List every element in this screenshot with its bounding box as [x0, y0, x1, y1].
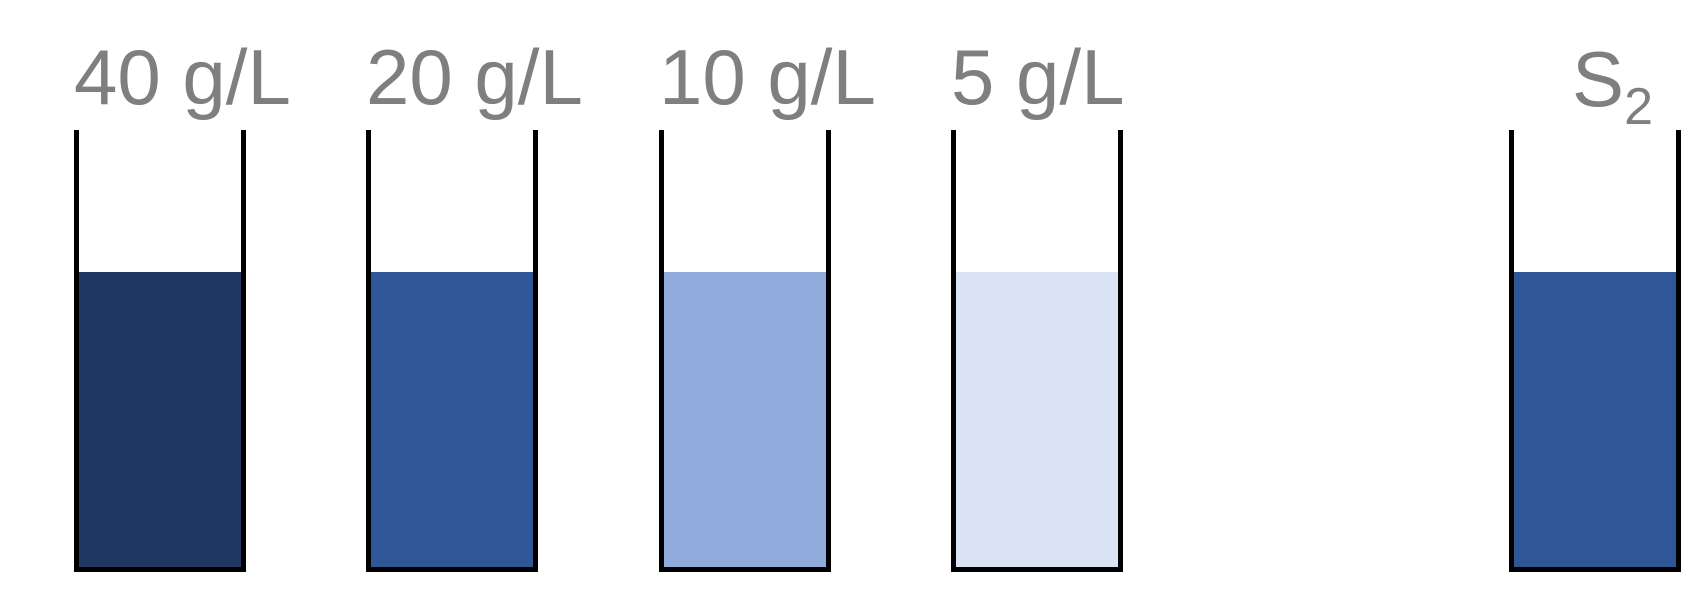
beaker-label: 40 g/L — [74, 33, 291, 121]
beaker-label: 5 g/L — [951, 33, 1125, 121]
sample-label-subscript: 2 — [1624, 78, 1653, 136]
beaker — [366, 130, 538, 572]
beaker-liquid — [1514, 272, 1676, 567]
beaker-label-sample: S2 — [1509, 40, 1681, 133]
beaker-label: 20 g/L — [366, 33, 583, 121]
beaker — [1509, 130, 1681, 572]
beaker-liquid — [956, 272, 1118, 567]
beaker — [74, 130, 246, 572]
beaker-liquid — [79, 272, 241, 567]
beaker-label: 10 g/L — [659, 33, 876, 121]
beaker — [659, 130, 831, 572]
beaker — [951, 130, 1123, 572]
sample-label-main: S — [1572, 35, 1625, 123]
beaker-liquid — [371, 272, 533, 567]
beaker-liquid — [664, 272, 826, 567]
